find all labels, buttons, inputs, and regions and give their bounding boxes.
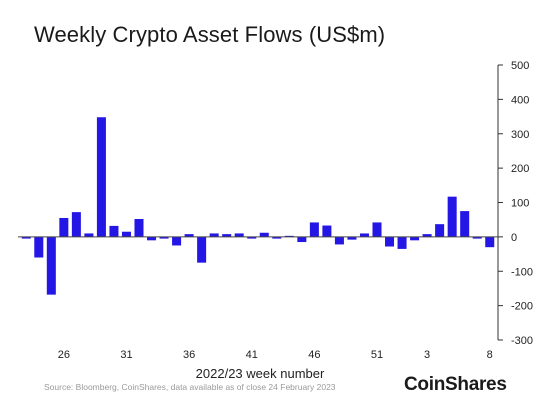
y-tick-label: 100 [511, 198, 529, 210]
bar-week-47 [322, 225, 332, 237]
bar-week-49 [347, 236, 357, 240]
bar-week-37 [197, 236, 207, 263]
x-axis-label: 2022/23 week number [195, 366, 325, 381]
bar-week-29 [96, 117, 106, 237]
bars-group [21, 117, 495, 295]
bar-week-24 [34, 236, 44, 258]
x-tick-label: 41 [246, 349, 258, 361]
bar-week-27 [71, 212, 81, 237]
x-axis-ticks: 26 31 36 41 46 51 3 8 [58, 349, 493, 361]
y-tick-label: 500 [511, 60, 529, 72]
bar-week-23 [21, 236, 31, 239]
bar-week-50 [359, 233, 369, 237]
bar-week-42 [259, 232, 269, 237]
x-tick-label: 8 [487, 349, 493, 361]
bar-week-54 [410, 236, 420, 241]
bar-week-59 [472, 236, 482, 239]
bar-week-58 [460, 211, 470, 237]
bar-week-31 [121, 231, 131, 237]
bar-week-60 [485, 236, 495, 248]
bar-week-57 [447, 196, 457, 237]
x-tick-label: 46 [308, 349, 320, 361]
bar-week-56 [435, 224, 445, 237]
y-tick-label: 400 [511, 94, 529, 106]
bar-week-53 [397, 236, 407, 249]
y-tick-label: -100 [511, 266, 533, 278]
x-tick-label: 36 [183, 349, 195, 361]
x-tick-label: 26 [58, 349, 70, 361]
bar-week-52 [385, 236, 395, 247]
y-tick-label: 0 [511, 232, 517, 244]
bar-week-46 [309, 222, 319, 237]
bar-week-34 [159, 236, 169, 239]
bar-week-39 [222, 234, 232, 237]
bar-week-44 [284, 235, 294, 237]
bar-week-45 [297, 236, 307, 243]
bar-week-38 [209, 233, 219, 237]
coinshares-logo: CoinShares [404, 374, 507, 395]
x-tick-label: 31 [120, 349, 132, 361]
bar-week-43 [272, 236, 282, 239]
source-note: Source: Bloomberg, CoinShares, data avai… [44, 382, 336, 392]
y-tick-label: 200 [511, 163, 529, 175]
y-tick-label: -300 [511, 335, 533, 347]
y-tick-label: -200 [511, 301, 533, 313]
bar-week-51 [372, 222, 382, 237]
bar-week-26 [59, 217, 69, 237]
bar-week-35 [172, 236, 182, 246]
bar-week-32 [134, 219, 144, 237]
bar-week-30 [109, 225, 119, 237]
y-axis-ticks: 500 400 300 200 100 0 -100 -200 -300 [498, 60, 533, 347]
bar-week-33 [147, 236, 157, 241]
x-tick-label: 3 [424, 349, 430, 361]
bar-week-55 [422, 234, 432, 237]
bar-week-41 [247, 236, 257, 239]
x-tick-label: 51 [371, 349, 383, 361]
y-tick-label: 300 [511, 129, 529, 141]
chart-title: Weekly Crypto Asset Flows (US$m) [34, 22, 386, 47]
bar-week-48 [334, 236, 344, 245]
bar-week-28 [84, 233, 94, 237]
bar-week-36 [184, 234, 194, 237]
bar-week-40 [234, 233, 244, 237]
bar-week-25 [46, 236, 56, 295]
